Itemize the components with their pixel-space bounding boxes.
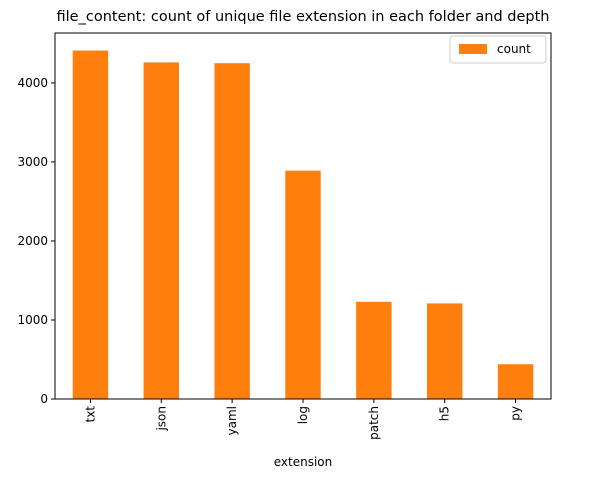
x-axis-label: extension xyxy=(274,455,333,469)
x-tick-label-yaml: yaml xyxy=(225,406,239,435)
legend-label: count xyxy=(497,42,531,56)
bar-patch xyxy=(356,301,392,399)
x-tick-label-py: py xyxy=(509,406,523,421)
legend: count xyxy=(449,35,547,64)
legend-swatch xyxy=(459,44,487,54)
plot-area xyxy=(54,32,552,400)
x-axis: txt json yaml log patch h5 py xyxy=(83,399,523,440)
x-tick-label-json: json xyxy=(154,406,168,432)
y-tick-label-0: 0 xyxy=(40,392,48,406)
x-tick-label-patch: patch xyxy=(367,406,381,440)
bar-txt xyxy=(72,50,109,399)
bar-yaml xyxy=(214,63,250,400)
legend-box xyxy=(449,35,547,64)
x-tick-label-h5: h5 xyxy=(438,406,452,421)
x-tick-label-log: log xyxy=(296,406,310,424)
y-tick-label-4000: 4000 xyxy=(17,76,48,90)
y-tick-label-1000: 1000 xyxy=(17,313,48,327)
bar-json xyxy=(143,62,179,399)
y-tick-label-2000: 2000 xyxy=(17,234,48,248)
x-tick-label-txt: txt xyxy=(83,406,97,423)
chart-title: file_content: count of unique file exten… xyxy=(57,9,550,25)
bar-log xyxy=(285,170,321,399)
y-tick-label-3000: 3000 xyxy=(17,155,48,169)
y-axis: 0 1000 2000 3000 4000 xyxy=(17,76,55,406)
bar-group xyxy=(72,50,534,400)
bar-h5 xyxy=(427,303,463,399)
bar-py xyxy=(497,364,534,399)
